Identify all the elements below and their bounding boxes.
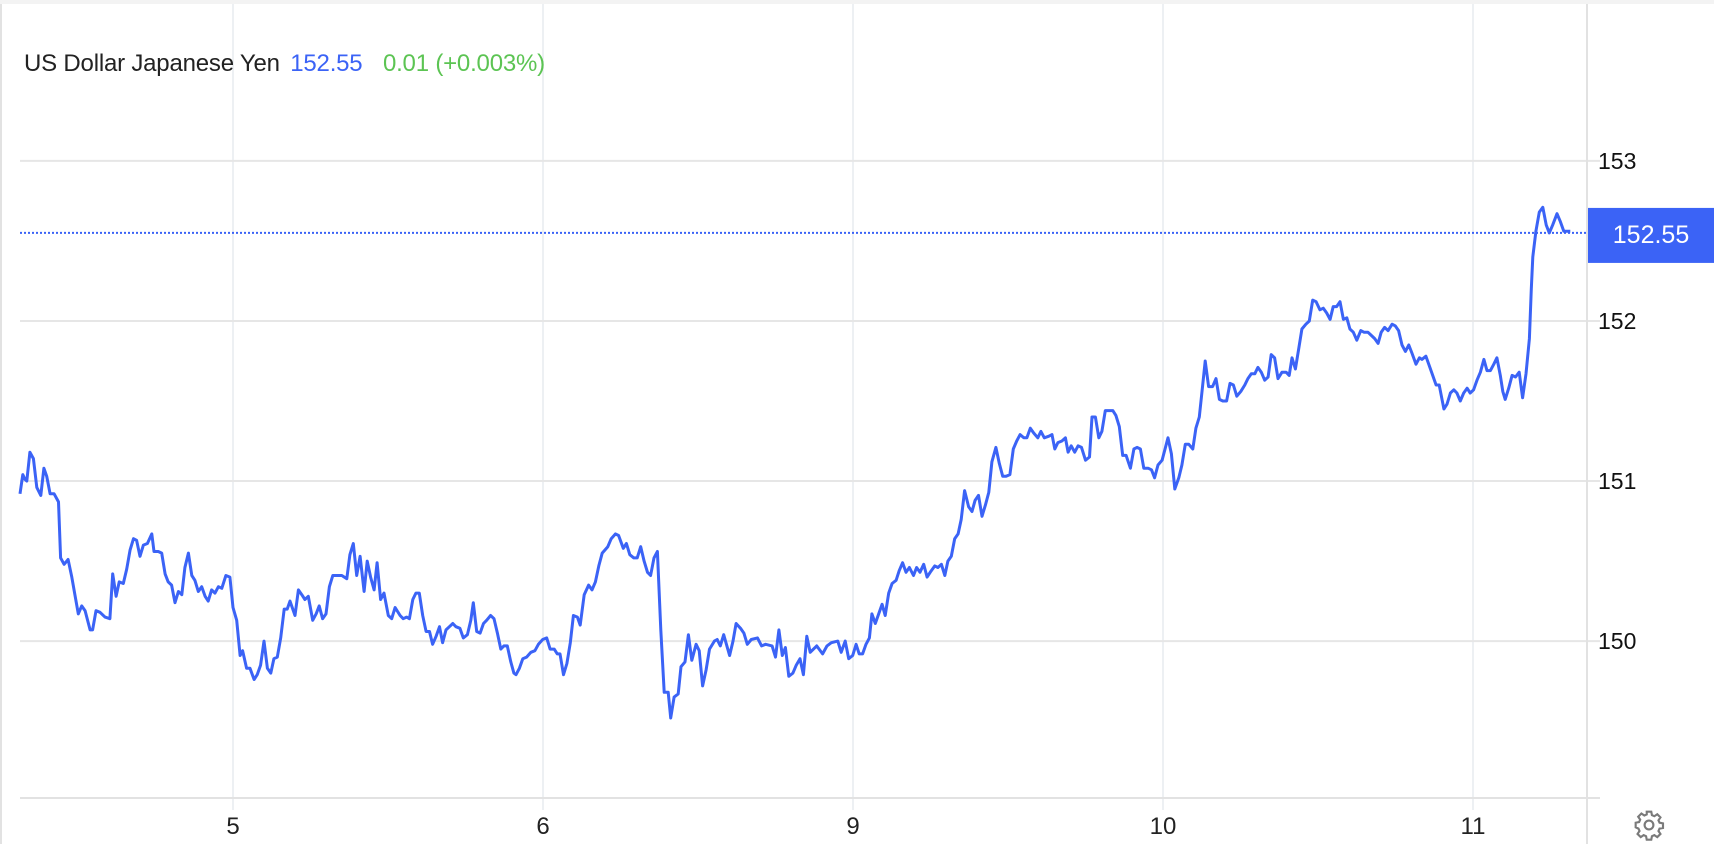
chart-header: US Dollar Japanese Yen 152.55 0.01 (+0.0…	[24, 50, 545, 78]
instrument-name: US Dollar Japanese Yen	[24, 50, 280, 77]
horizontal-gridlines	[20, 159, 1600, 643]
price-change: 0.01 (+0.003%)	[382, 50, 545, 77]
y-axis-labels: 153 152 151 150	[1598, 148, 1636, 654]
x-axis-labels: 5 6 9 10 11	[226, 813, 1485, 840]
y-tick-label: 153	[1598, 148, 1636, 174]
gear-icon-glyph	[1634, 810, 1665, 841]
gear-icon[interactable]	[1633, 809, 1665, 841]
top-border	[0, 0, 1714, 4]
x-tick-label: 6	[536, 813, 549, 840]
last-price-badge: 152.55	[1588, 207, 1714, 263]
y-tick-label: 151	[1598, 468, 1636, 494]
last-price-badge-bg	[1588, 207, 1714, 263]
series-line[interactable]	[18, 205, 1571, 720]
vertical-gridlines	[232, 4, 1474, 810]
x-tick-label: 9	[846, 813, 859, 840]
x-tick-label: 11	[1461, 813, 1486, 840]
x-tick-label: 5	[226, 813, 239, 840]
y-tick-label: 152	[1598, 308, 1636, 334]
y-tick-label: 150	[1598, 628, 1636, 654]
x-tick-label: 10	[1150, 813, 1177, 840]
current-price: 152.55	[290, 50, 363, 77]
left-border	[0, 4, 2, 844]
last-price-badge-label: 152.55	[1613, 221, 1689, 249]
